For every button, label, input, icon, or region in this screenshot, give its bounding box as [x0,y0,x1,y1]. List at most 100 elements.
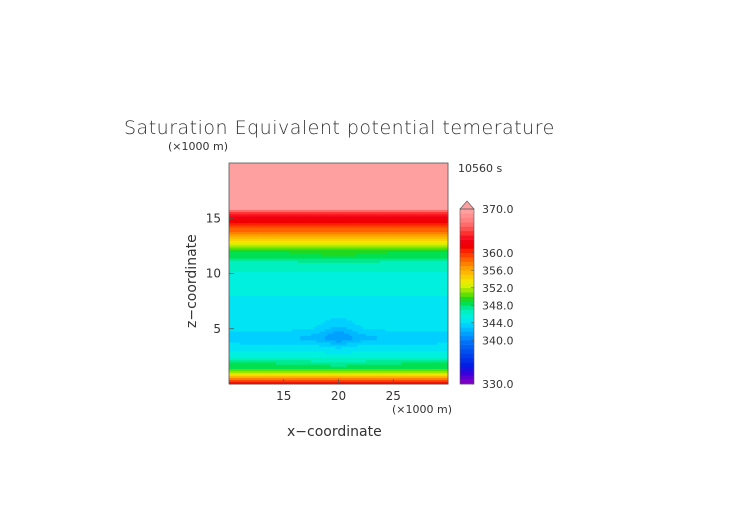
heatmap-cell [404,269,408,272]
heatmap-cell [409,284,413,288]
heatmap-cell [316,368,320,372]
heatmap-cell [352,311,356,314]
heatmap-cell [253,275,257,279]
heatmap-cell [395,372,400,376]
heatmap-cell [239,333,244,336]
heatmap-cell [393,379,397,383]
heatmap-cell [434,357,438,361]
heatmap-cell [417,306,422,310]
heatmap-cell [360,286,364,290]
heatmap-cell [357,375,361,378]
heatmap-cell [333,366,337,370]
heatmap-cell [234,253,238,257]
heatmap-cell [305,286,309,290]
heatmap-cell [431,308,435,312]
heatmap-cell [371,277,375,281]
heatmap-cell [431,251,435,255]
heatmap-cell [437,249,441,252]
heatmap-cell [341,377,345,381]
heatmap-cell [311,379,315,383]
heatmap-cell [346,262,350,266]
heatmap-cell [343,330,348,334]
heatmap-cell [376,306,381,310]
heatmap-cell [434,330,438,334]
heatmap-cell [239,370,244,374]
heatmap-cell [374,372,378,376]
heatmap-cell [401,342,405,345]
heatmap-cell [297,258,301,261]
heatmap-cell [343,302,348,305]
heatmap-cell [231,381,235,385]
heatmap-cell [272,302,277,305]
heatmap-cell [371,302,375,305]
heatmap-cell [297,344,301,347]
heatmap-cell [401,284,405,288]
heatmap-cell [352,282,356,286]
heatmap-cell [357,381,361,385]
heatmap-cell [229,375,233,378]
heatmap-cell [365,342,370,345]
heatmap-cell [428,377,433,381]
heatmap-cell [341,282,345,286]
y-unit-label: (×1000 m) [168,140,228,153]
heatmap-cell [338,286,342,290]
heatmap-cell [412,253,416,257]
heatmap-cell [365,350,370,354]
heatmap-cell [338,311,342,314]
heatmap-cell [231,306,235,310]
heatmap-cell [442,324,446,328]
heatmap-cell [286,304,290,308]
heatmap-cell [360,342,364,345]
heatmap-cell [417,304,422,308]
heatmap-cell [434,277,438,281]
heatmap-cell [382,348,386,352]
heatmap-cell [289,313,293,316]
heatmap-cell [261,348,266,352]
heatmap-cell [437,375,441,378]
heatmap-cell [245,355,249,358]
heatmap-cell [253,266,257,270]
heatmap-cell [376,353,381,356]
heatmap-cell [371,339,375,343]
heatmap-cell [420,293,424,297]
heatmap-cell [319,370,323,374]
heatmap-cell [294,271,298,274]
heatmap-cell [267,255,271,259]
heatmap-cell [349,291,353,294]
heatmap-cell [316,322,320,325]
heatmap-cell [319,339,323,343]
heatmap-cell [275,284,279,288]
heatmap-cell [442,300,446,303]
heatmap-cell [291,280,296,283]
heatmap-cell [382,304,386,308]
heatmap-cell [256,350,260,354]
heatmap-cell [352,302,356,305]
heatmap-cell [270,258,274,261]
heatmap-cell [379,368,383,372]
heatmap-cell [324,381,329,385]
heatmap-cell [404,311,408,314]
heatmap-cell [338,297,342,301]
heatmap-cell [426,344,430,347]
heatmap-cell [281,269,285,272]
heatmap-cell [420,328,424,332]
heatmap-cell [322,359,326,363]
heatmap-cell [404,361,408,365]
heatmap-cell [250,280,255,283]
heatmap-cell [423,328,427,332]
heatmap-cell [426,306,430,310]
heatmap-cell [374,271,378,274]
heatmap-cell [253,288,257,292]
heatmap-cell [368,353,372,356]
heatmap-cell [322,308,326,312]
heatmap-cell [278,370,282,374]
heatmap-cell [259,317,263,321]
heatmap-cell [363,377,367,381]
heatmap-cell [434,304,438,308]
heatmap-cell [253,311,257,314]
heatmap-cell [401,280,405,283]
heatmap-cell [360,255,364,259]
heatmap-cell [229,319,233,323]
heatmap-cell [379,293,383,297]
heatmap-cell [376,335,381,339]
